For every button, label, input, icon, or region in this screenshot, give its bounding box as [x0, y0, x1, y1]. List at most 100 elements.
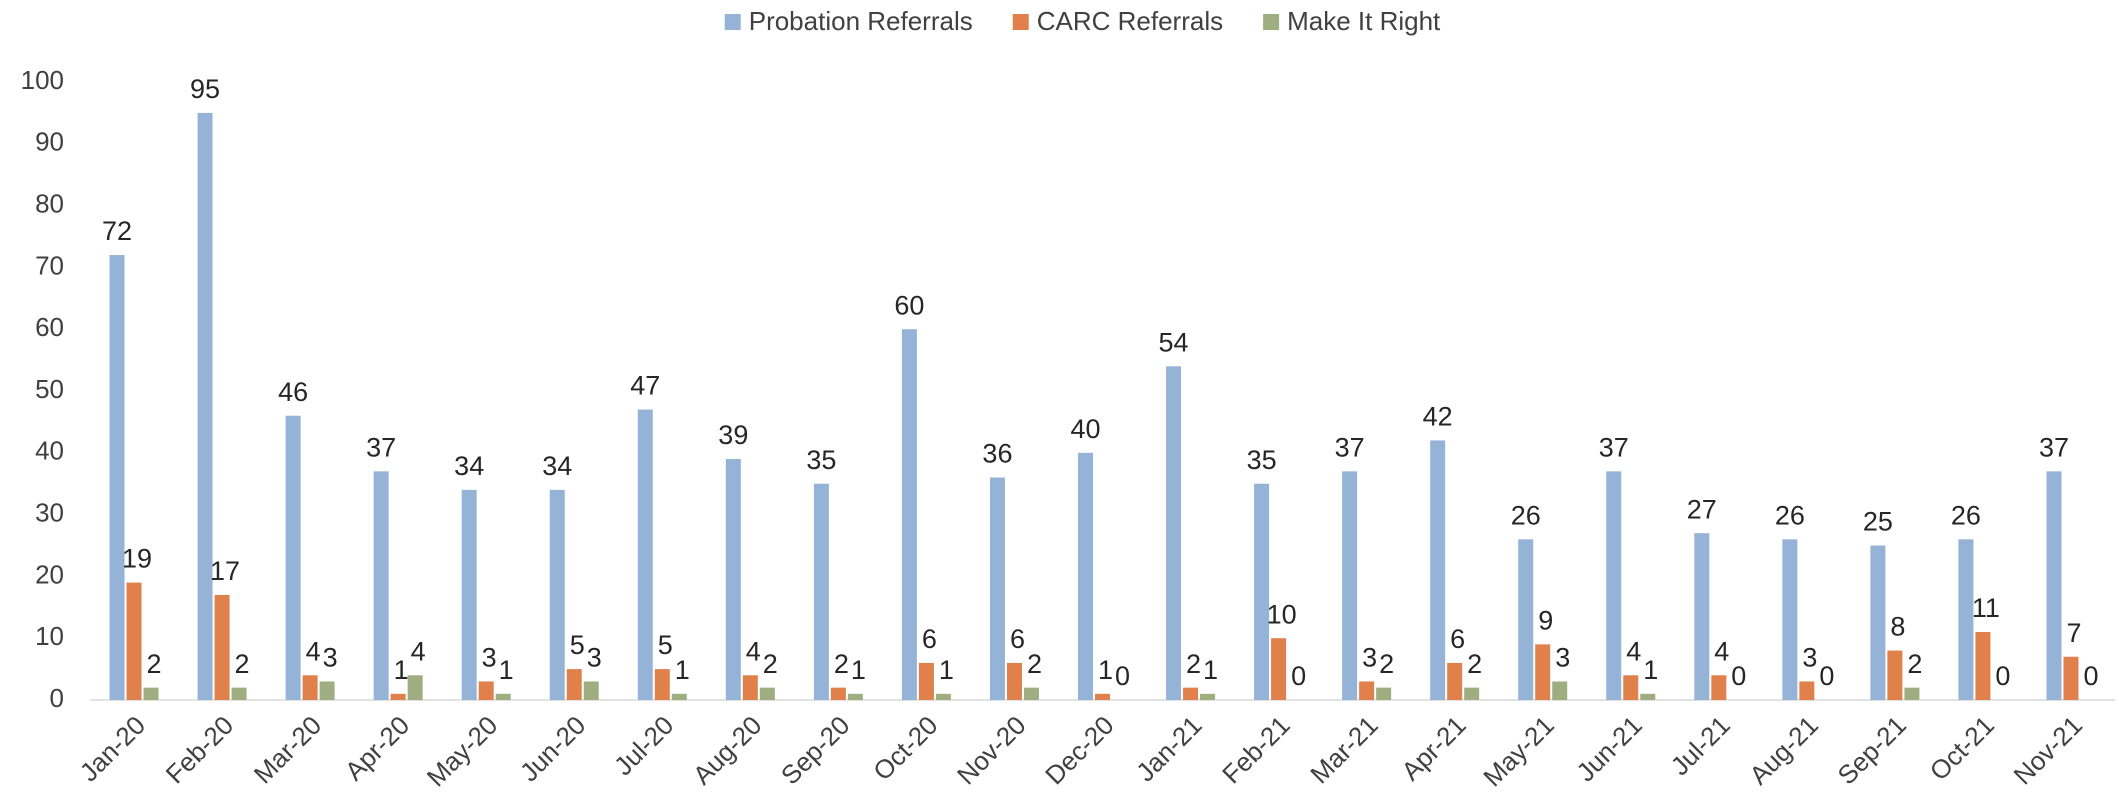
data-label: 2	[235, 649, 250, 679]
bar	[1342, 471, 1358, 700]
data-label: 19	[122, 544, 152, 574]
y-tick-label: 0	[50, 683, 64, 713]
bar	[1535, 644, 1551, 700]
bar	[126, 582, 142, 700]
bar	[566, 669, 582, 700]
data-label: 25	[1863, 507, 1893, 537]
data-label: 0	[1291, 661, 1306, 691]
x-tick-label: Dec-20	[1039, 710, 1119, 790]
x-tick-label: Jun-20	[514, 710, 591, 787]
bar	[1694, 533, 1710, 700]
data-label: 0	[1819, 661, 1834, 691]
data-label: 1	[1203, 655, 1218, 685]
y-tick-label: 50	[35, 374, 64, 404]
x-tick-label: Apr-20	[339, 710, 415, 786]
y-tick-label: 60	[35, 312, 64, 342]
bar	[1166, 366, 1182, 700]
bar	[214, 594, 230, 700]
x-tick-label: Aug-20	[687, 710, 767, 790]
data-label: 0	[1115, 661, 1130, 691]
data-label: 7	[2066, 618, 2081, 648]
data-label: 2	[1467, 649, 1482, 679]
bar	[1552, 681, 1568, 700]
data-label: 4	[1714, 636, 1729, 666]
bar	[847, 693, 863, 700]
data-label: 2	[763, 649, 778, 679]
bar	[1904, 687, 1920, 700]
data-label: 26	[1775, 500, 1805, 530]
data-label: 95	[190, 74, 220, 104]
bar	[583, 681, 599, 700]
data-label: 2	[834, 649, 849, 679]
x-tick-label: Aug-21	[1743, 710, 1823, 790]
bar	[654, 669, 670, 700]
data-label: 1	[675, 655, 690, 685]
bar	[1023, 687, 1039, 700]
legend-label: Make It Right	[1287, 6, 1441, 36]
x-tick-label: Jan-20	[74, 710, 151, 787]
legend-swatch	[724, 14, 741, 30]
data-label: 2	[1027, 649, 1042, 679]
data-label: 2	[1379, 649, 1394, 679]
bar	[302, 675, 318, 700]
bar	[1254, 483, 1270, 700]
data-label: 1	[851, 655, 866, 685]
data-label: 2	[1186, 649, 1201, 679]
bar	[1006, 662, 1022, 700]
x-tick-label: Jul-20	[608, 710, 679, 781]
data-label: 6	[1010, 624, 1025, 654]
data-label: 4	[411, 636, 426, 666]
bar	[813, 483, 829, 700]
bar	[1518, 539, 1534, 700]
data-label: 17	[210, 556, 240, 586]
data-label: 3	[1555, 643, 1570, 673]
data-label: 40	[1070, 414, 1100, 444]
bar	[1799, 681, 1815, 700]
data-label: 1	[499, 655, 514, 685]
bar	[373, 471, 389, 700]
bar	[1870, 545, 1886, 700]
bar	[1782, 539, 1798, 700]
bar	[461, 489, 477, 700]
data-label: 3	[323, 643, 338, 673]
data-label: 1	[394, 655, 409, 685]
bar	[830, 687, 846, 700]
bar	[935, 693, 951, 700]
data-label: 34	[542, 451, 572, 481]
bar	[918, 662, 934, 700]
bar	[1640, 693, 1656, 700]
x-tick-label: Jul-21	[1665, 710, 1736, 781]
y-tick-label: 70	[35, 250, 64, 280]
x-tick-label: May-20	[421, 710, 504, 793]
data-label: 46	[278, 377, 308, 407]
bar	[285, 415, 301, 700]
bar	[1200, 693, 1216, 700]
bar	[1376, 687, 1392, 700]
data-label: 11	[1972, 593, 2000, 623]
bar	[1887, 650, 1903, 700]
x-tick-label: Oct-21	[1924, 710, 2000, 786]
legend-label: Probation Referrals	[749, 6, 973, 36]
data-label: 0	[1995, 661, 2010, 691]
data-label: 6	[1450, 624, 1465, 654]
data-label: 6	[922, 624, 937, 654]
data-label: 36	[982, 439, 1012, 469]
legend-swatch	[1012, 14, 1029, 30]
data-label: 47	[630, 371, 660, 401]
data-label: 37	[1335, 432, 1365, 462]
y-tick-label: 30	[35, 497, 64, 527]
data-label: 34	[454, 451, 484, 481]
y-tick-label: 80	[35, 188, 64, 218]
x-tick-label: Mar-21	[1304, 710, 1383, 789]
data-label: 37	[2039, 432, 2069, 462]
data-label: 1	[1098, 655, 1113, 685]
bar	[637, 409, 653, 700]
data-label: 4	[746, 636, 761, 666]
y-tick-label: 100	[21, 65, 64, 95]
data-label: 3	[1802, 643, 1817, 673]
bar	[478, 681, 494, 700]
bar	[390, 693, 406, 700]
bar	[901, 329, 917, 700]
x-tick-label: May-21	[1477, 710, 1560, 793]
bar	[2046, 471, 2062, 700]
